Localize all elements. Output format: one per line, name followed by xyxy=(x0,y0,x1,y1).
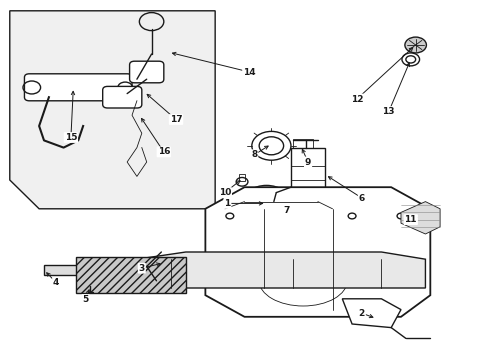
FancyBboxPatch shape xyxy=(24,74,132,101)
Polygon shape xyxy=(342,299,400,328)
Text: 2: 2 xyxy=(358,309,364,318)
Polygon shape xyxy=(10,11,215,209)
Polygon shape xyxy=(400,202,439,234)
FancyBboxPatch shape xyxy=(102,86,142,108)
Text: 8: 8 xyxy=(251,150,257,159)
Circle shape xyxy=(404,37,426,53)
Text: 1: 1 xyxy=(224,199,230,208)
Text: 12: 12 xyxy=(350,95,363,104)
Text: 7: 7 xyxy=(282,206,289,215)
Text: 13: 13 xyxy=(382,107,394,116)
Text: 10: 10 xyxy=(218,188,231,197)
Text: 9: 9 xyxy=(304,158,311,166)
Bar xyxy=(293,139,312,148)
Text: 6: 6 xyxy=(358,194,364,202)
Polygon shape xyxy=(137,252,425,288)
Text: 3: 3 xyxy=(139,264,144,273)
Polygon shape xyxy=(76,257,185,293)
Text: 4: 4 xyxy=(53,278,60,287)
Text: 17: 17 xyxy=(169,115,182,124)
Text: 16: 16 xyxy=(157,148,170,157)
Bar xyxy=(290,148,325,202)
FancyBboxPatch shape xyxy=(129,61,163,83)
Text: 15: 15 xyxy=(64,133,77,142)
Text: 11: 11 xyxy=(404,215,416,224)
Polygon shape xyxy=(44,265,83,275)
Bar xyxy=(238,174,245,181)
Polygon shape xyxy=(205,187,429,317)
Text: 5: 5 xyxy=(82,295,88,304)
Text: 14: 14 xyxy=(243,68,255,77)
